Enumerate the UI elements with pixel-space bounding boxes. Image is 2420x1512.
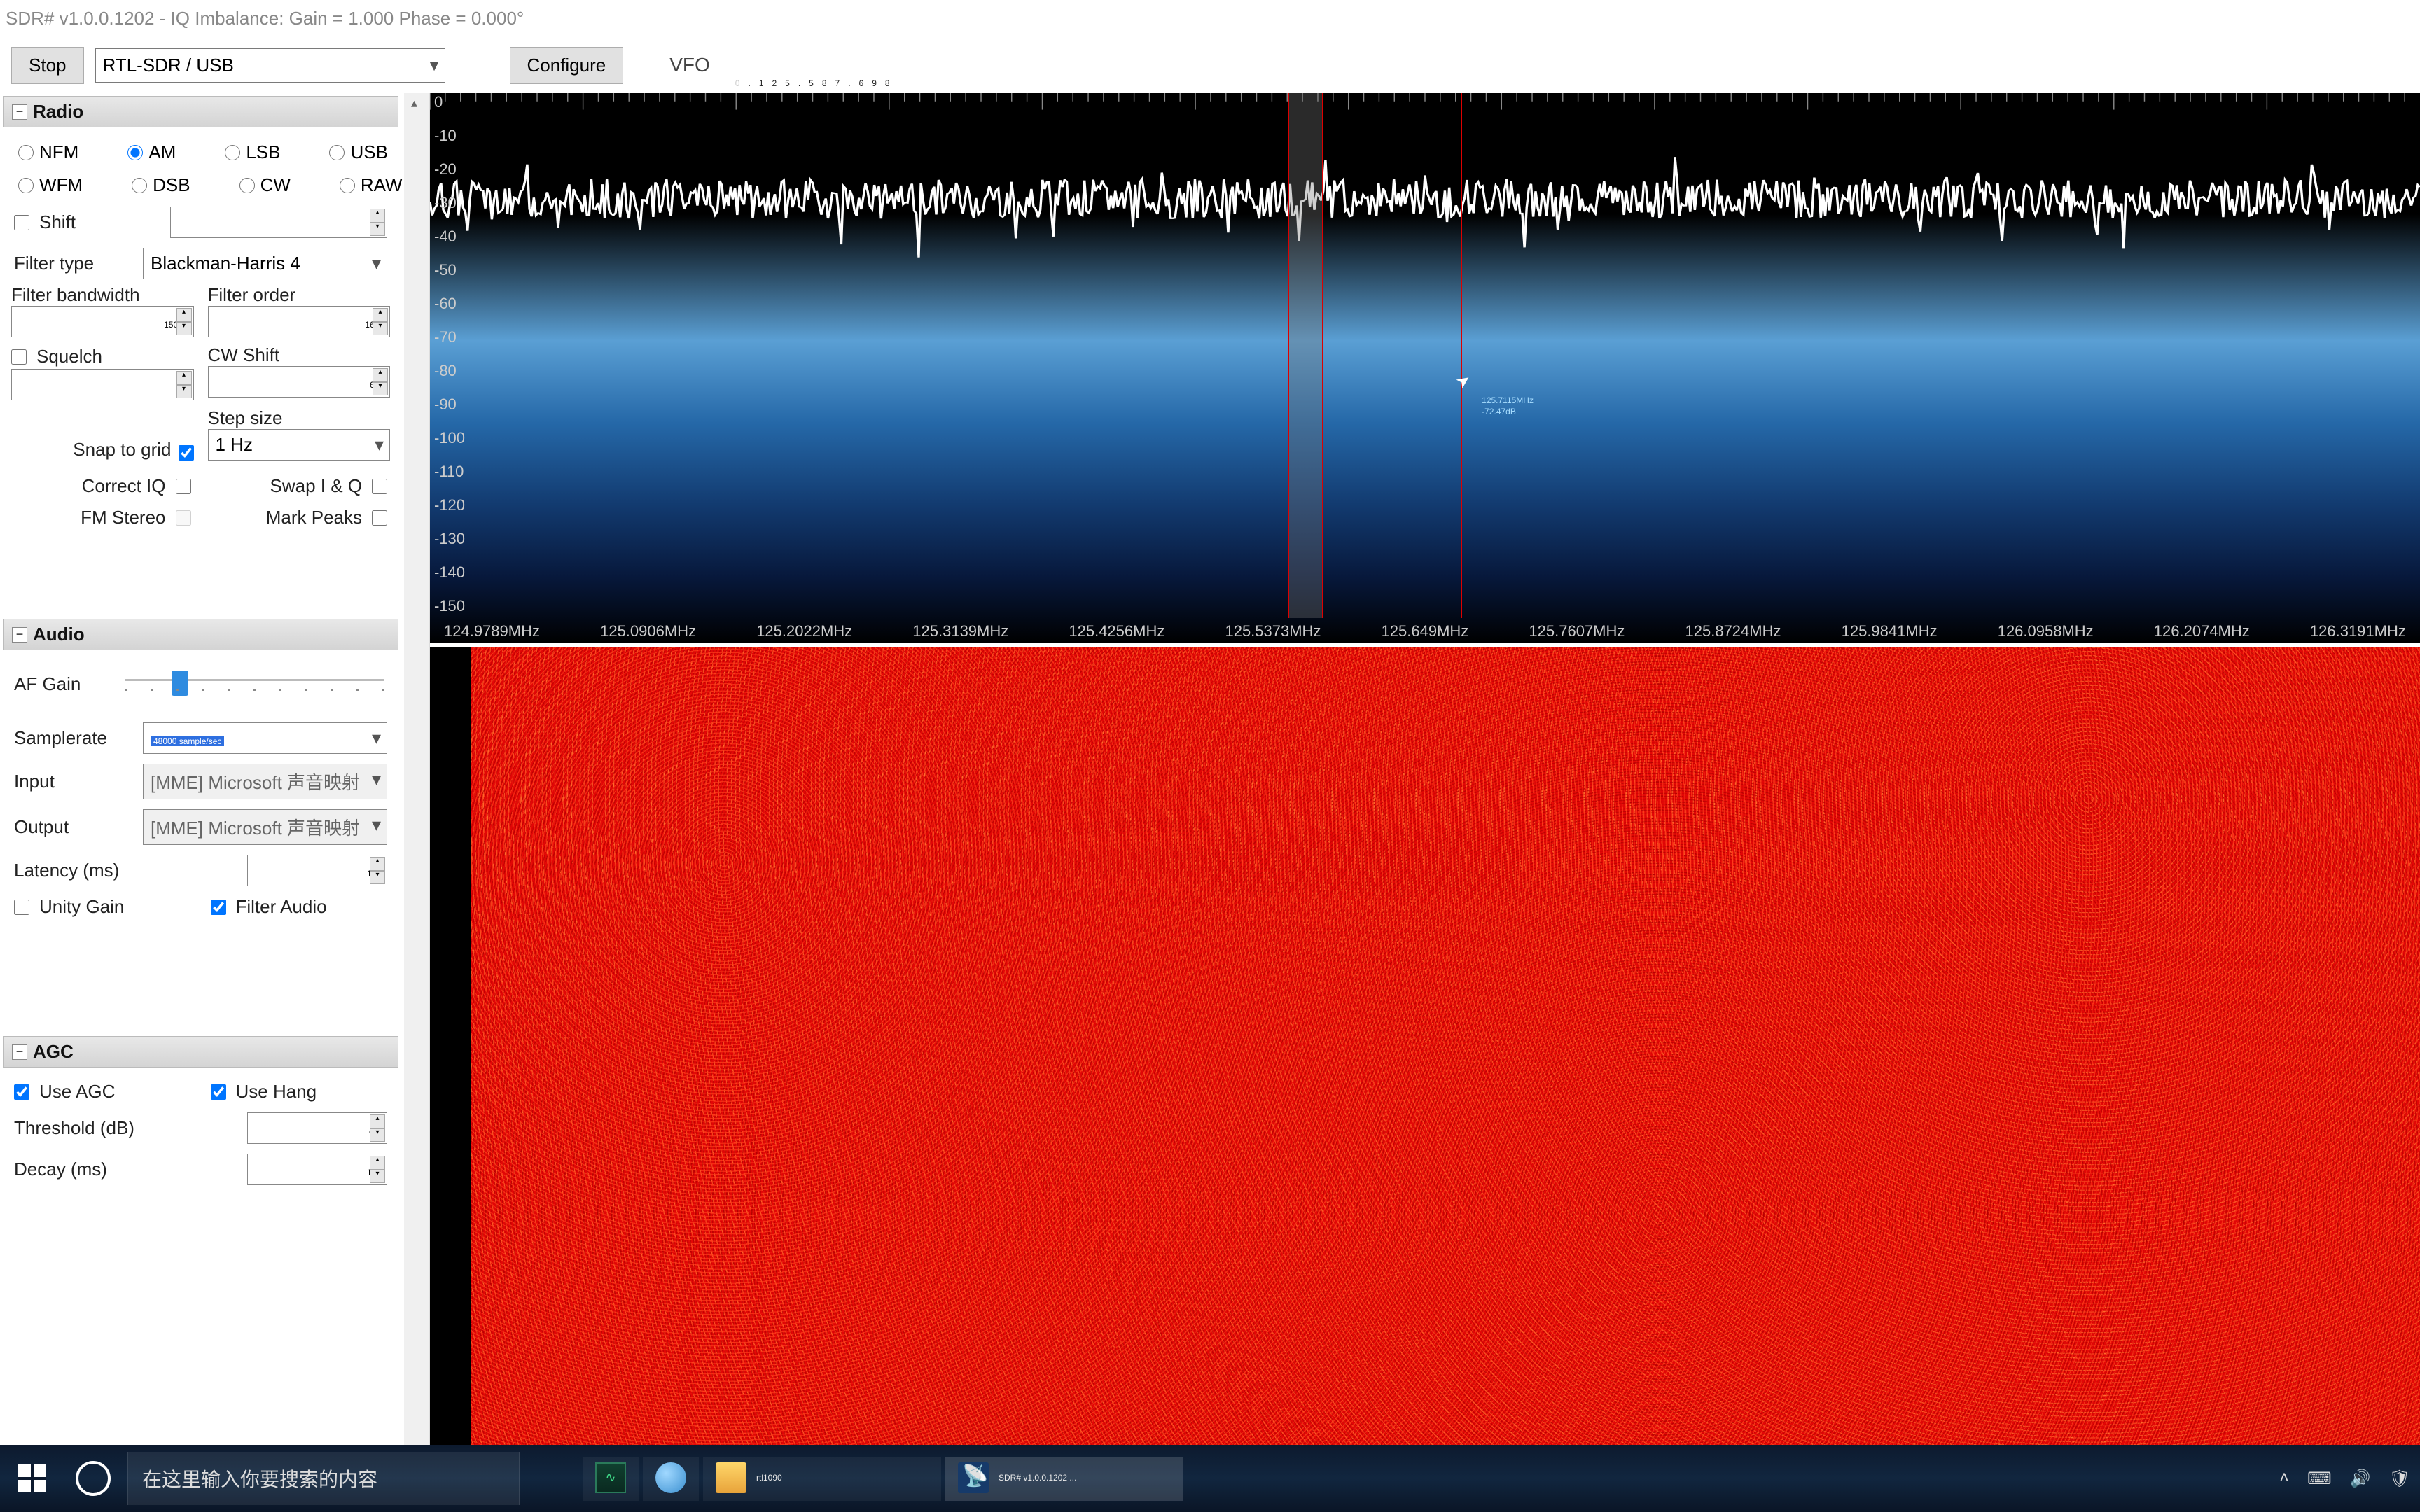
filter-order-input[interactable]: 1620▴▾ [208, 306, 391, 337]
stop-button[interactable]: Stop [11, 47, 84, 84]
source-select[interactable]: RTL-SDR / USB [95, 48, 445, 83]
panel-audio-header[interactable]: Audio [3, 619, 398, 650]
audio-output-select[interactable]: [MME] Microsoft 声音映射 [143, 809, 387, 845]
mark-peaks-checkbox[interactable] [372, 510, 387, 526]
audio-input-select[interactable]: [MME] Microsoft 声音映射 [143, 764, 387, 799]
step-size-select[interactable]: 1 Hz [208, 429, 391, 461]
tuned-band-indicator[interactable] [1288, 93, 1323, 618]
af-gain-label: AF Gain [14, 664, 112, 695]
filter-audio-checkbox[interactable] [211, 899, 226, 915]
mode-am[interactable]: AM [127, 141, 176, 163]
decay-input[interactable]: 100▴▾ [247, 1154, 387, 1185]
tray-icon[interactable]: ˄ [2279, 1469, 2289, 1488]
shift-label: Shift [39, 211, 76, 233]
filter-order-label: Filter order [208, 284, 391, 306]
use-agc-checkbox[interactable] [14, 1084, 29, 1100]
squelch-input[interactable]: 50▴▾ [11, 369, 194, 400]
spectrum-x-axis: 124.9789MHz125.0906MHz125.2022MHz125.313… [430, 622, 2420, 640]
use-hang-checkbox[interactable] [211, 1084, 226, 1100]
filter-type-select[interactable]: Blackman-Harris 4 [143, 248, 387, 279]
snap-checkbox[interactable] [179, 445, 194, 461]
system-tray[interactable]: ˄ ⌨ 🔊 🛡 [2279, 1469, 2410, 1489]
mode-nfm[interactable]: NFM [18, 141, 78, 163]
samplerate-select[interactable]: 48000 sample/sec [143, 722, 387, 754]
configure-button[interactable]: Configure [510, 47, 624, 84]
sidebar: Radio NFM AM LSB USB WFM DSB CW RAW Shif… [0, 93, 430, 1445]
step-size-label: Step size [208, 407, 391, 429]
vfo-frequency-display[interactable]: 0.125.587.698 [735, 29, 898, 102]
filter-type-label: Filter type [14, 253, 133, 274]
panel-agc-header[interactable]: AGC [3, 1036, 398, 1068]
start-button[interactable] [6, 1459, 59, 1498]
tray-icon[interactable]: ⌨ [2307, 1469, 2332, 1489]
tray-icon[interactable]: 🛡 [2389, 1469, 2410, 1489]
mode-dsb[interactable]: DSB [132, 174, 190, 196]
taskbar-app-globe[interactable] [643, 1457, 699, 1501]
mic-icon[interactable] [524, 1473, 549, 1484]
taskbar-app-sdr[interactable]: SDR# v1.0.0.1202 ... [945, 1457, 1183, 1501]
taskbar-app-monitor[interactable]: ∿ [583, 1457, 639, 1501]
cursor-line [1461, 93, 1462, 618]
taskbar-search[interactable]: 在这里输入你要搜索的内容 [127, 1452, 520, 1505]
filter-bw-input[interactable]: 15000▴▾ [11, 306, 194, 337]
mode-lsb[interactable]: LSB [225, 141, 280, 163]
fm-stereo-checkbox [176, 510, 191, 526]
windows-taskbar: 在这里输入你要搜索的内容 ∿ rtl1090SDR# v1.0.0.1202 ..… [0, 1445, 2420, 1512]
taskview-icon[interactable] [553, 1473, 578, 1484]
panel-radio: NFM AM LSB USB WFM DSB CW RAW Shift 0▴▾ … [0, 130, 401, 546]
panel-radio-header[interactable]: Radio [3, 96, 398, 127]
unity-gain-checkbox[interactable] [14, 899, 29, 915]
threshold-input[interactable]: -50▴▾ [247, 1112, 387, 1144]
spectrum-analyzer[interactable]: 0-10-20-30-40-50-60-70-80-90-100-110-120… [430, 93, 2420, 648]
squelch-checkbox[interactable] [11, 349, 27, 365]
swap-iq-checkbox[interactable] [372, 479, 387, 494]
mode-raw[interactable]: RAW [340, 174, 403, 196]
waterfall-display[interactable] [430, 648, 2420, 1445]
title-bar: SDR# v1.0.0.1202 - IQ Imbalance: Gain = … [0, 0, 2420, 37]
latency-input[interactable]: 103▴▾ [247, 855, 387, 886]
panel-audio: AF Gain Samplerate 48000 sample/sec Inpu… [0, 653, 401, 935]
af-gain-slider[interactable] [125, 671, 384, 692]
panel-agc: Use AGC Use Hang Threshold (dB) -50▴▾ De… [0, 1070, 401, 1203]
mode-cw[interactable]: CW [239, 174, 291, 196]
cursor-readout: 125.7115MHz -72.47dB [1482, 396, 1534, 417]
mode-usb[interactable]: USB [329, 141, 387, 163]
toolbar: Stop RTL-SDR / USB Configure VFO 0.125.5… [0, 37, 2420, 93]
cortana-icon[interactable] [63, 1455, 123, 1502]
filter-bw-label: Filter bandwidth [11, 284, 194, 306]
taskbar-app-folder[interactable]: rtl1090 [703, 1457, 941, 1501]
shift-checkbox[interactable] [14, 215, 29, 230]
mode-wfm[interactable]: WFM [18, 174, 83, 196]
cw-shift-label: CW Shift [208, 344, 391, 366]
visualization-area: 0-10-20-30-40-50-60-70-80-90-100-110-120… [430, 93, 2420, 1445]
sidebar-scrollbar[interactable] [404, 93, 429, 1445]
spectrum-y-axis: 0-10-20-30-40-50-60-70-80-90-100-110-120… [434, 93, 465, 615]
cw-shift-input[interactable]: 600▴▾ [208, 366, 391, 398]
vfo-label: VFO [669, 54, 710, 76]
tray-icon[interactable]: 🔊 [2350, 1469, 2371, 1489]
correct-iq-checkbox[interactable] [176, 479, 191, 494]
shift-input[interactable]: 0▴▾ [170, 206, 387, 238]
